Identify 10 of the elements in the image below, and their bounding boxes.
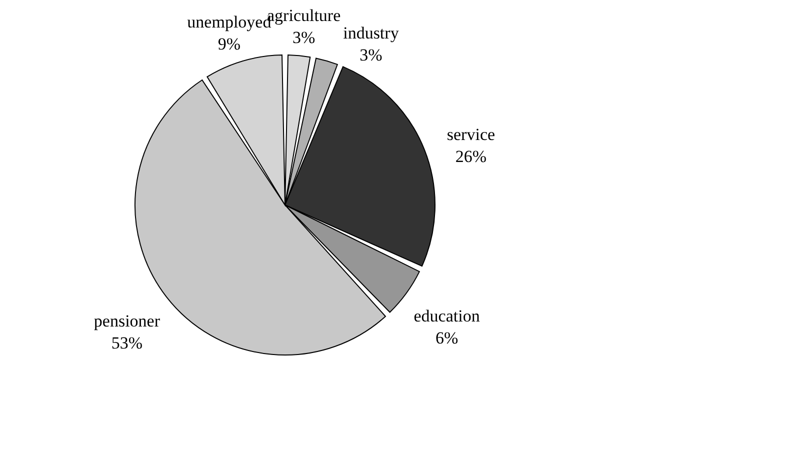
data-label: 6% [435, 328, 458, 348]
data-label: 9% [218, 34, 241, 54]
data-label: 3% [360, 45, 382, 64]
data-label: 53% [111, 333, 143, 352]
slice-label: pensioner [94, 311, 160, 330]
data-label: 3% [292, 28, 316, 47]
slice-label: industry [343, 23, 400, 42]
slice-label: service [446, 125, 496, 144]
data-label: 26% [455, 147, 487, 166]
slice-label: education [414, 306, 480, 326]
